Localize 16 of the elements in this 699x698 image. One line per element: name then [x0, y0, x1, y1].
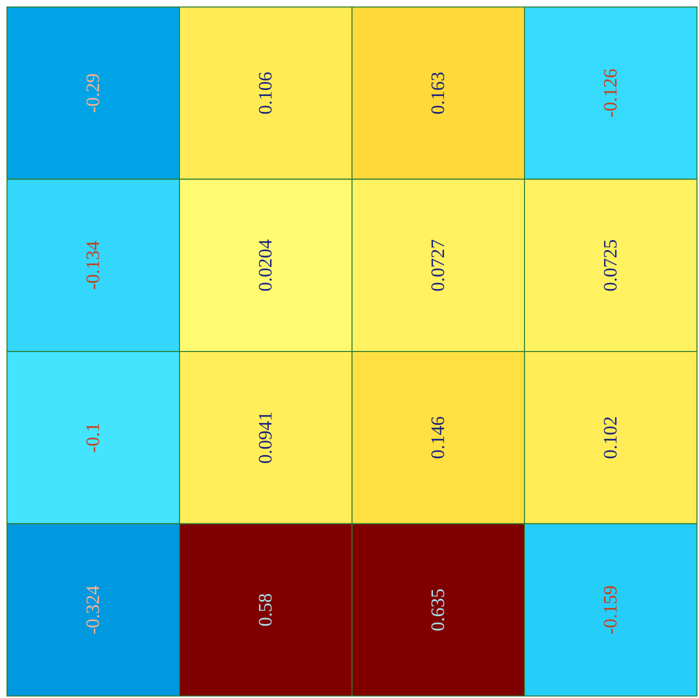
data-label: 0.146 — [428, 416, 449, 459]
data-label: 0.0941 — [255, 412, 276, 464]
data-label: 0.0727 — [428, 239, 449, 292]
data-label: 0.58 — [255, 593, 276, 626]
data-label: -0.134 — [82, 240, 104, 290]
data-label: 0.635 — [428, 588, 449, 632]
data-label: 0.0725 — [600, 239, 622, 292]
data-label: 0.163 — [428, 72, 449, 114]
data-label: -0.159 — [600, 585, 622, 634]
data-label: -0.29 — [82, 73, 104, 113]
data-label: 0.0204 — [255, 238, 276, 292]
data-label: 0.102 — [600, 416, 622, 459]
data-label: 0.106 — [255, 72, 276, 114]
data-label: -0.324 — [82, 584, 104, 634]
data-label: -0.1 — [82, 422, 104, 453]
data-label: -0.126 — [600, 68, 622, 118]
